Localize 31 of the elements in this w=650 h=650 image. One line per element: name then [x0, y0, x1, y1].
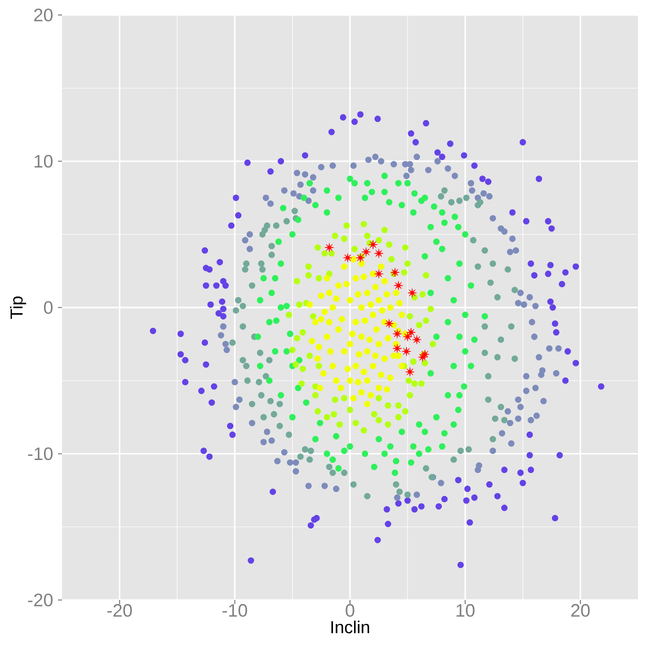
point: [368, 240, 378, 250]
y-tick-label: -10: [28, 447, 53, 460]
point: [374, 269, 384, 278]
point: [408, 288, 417, 298]
y-tick-label: 20: [34, 8, 53, 22]
point: [343, 253, 352, 262]
point: [361, 247, 371, 257]
point: [356, 253, 366, 262]
point: [405, 367, 415, 376]
x-axis-title: Inclin: [331, 620, 370, 634]
x-tick-label: -20: [107, 604, 132, 617]
point: [412, 335, 422, 344]
point: [392, 329, 402, 338]
y-tick-label: 10: [34, 154, 53, 168]
point: [384, 318, 394, 328]
x-tick-label: -10: [222, 604, 248, 617]
point: [406, 328, 416, 337]
x-tick-label: 20: [571, 604, 590, 617]
point: [402, 346, 412, 356]
y-tick-label: -20: [28, 594, 53, 606]
y-tick-label: 0: [44, 301, 53, 314]
point: [394, 280, 404, 290]
point: [324, 242, 334, 252]
point: [392, 344, 402, 354]
y-axis-title: Tip: [10, 296, 26, 319]
point: [420, 350, 430, 359]
x-tick-label: 0: [346, 604, 354, 617]
point: [402, 332, 412, 342]
point: [390, 268, 400, 278]
x-tick-label: 10: [456, 604, 475, 617]
point: [374, 248, 384, 258]
